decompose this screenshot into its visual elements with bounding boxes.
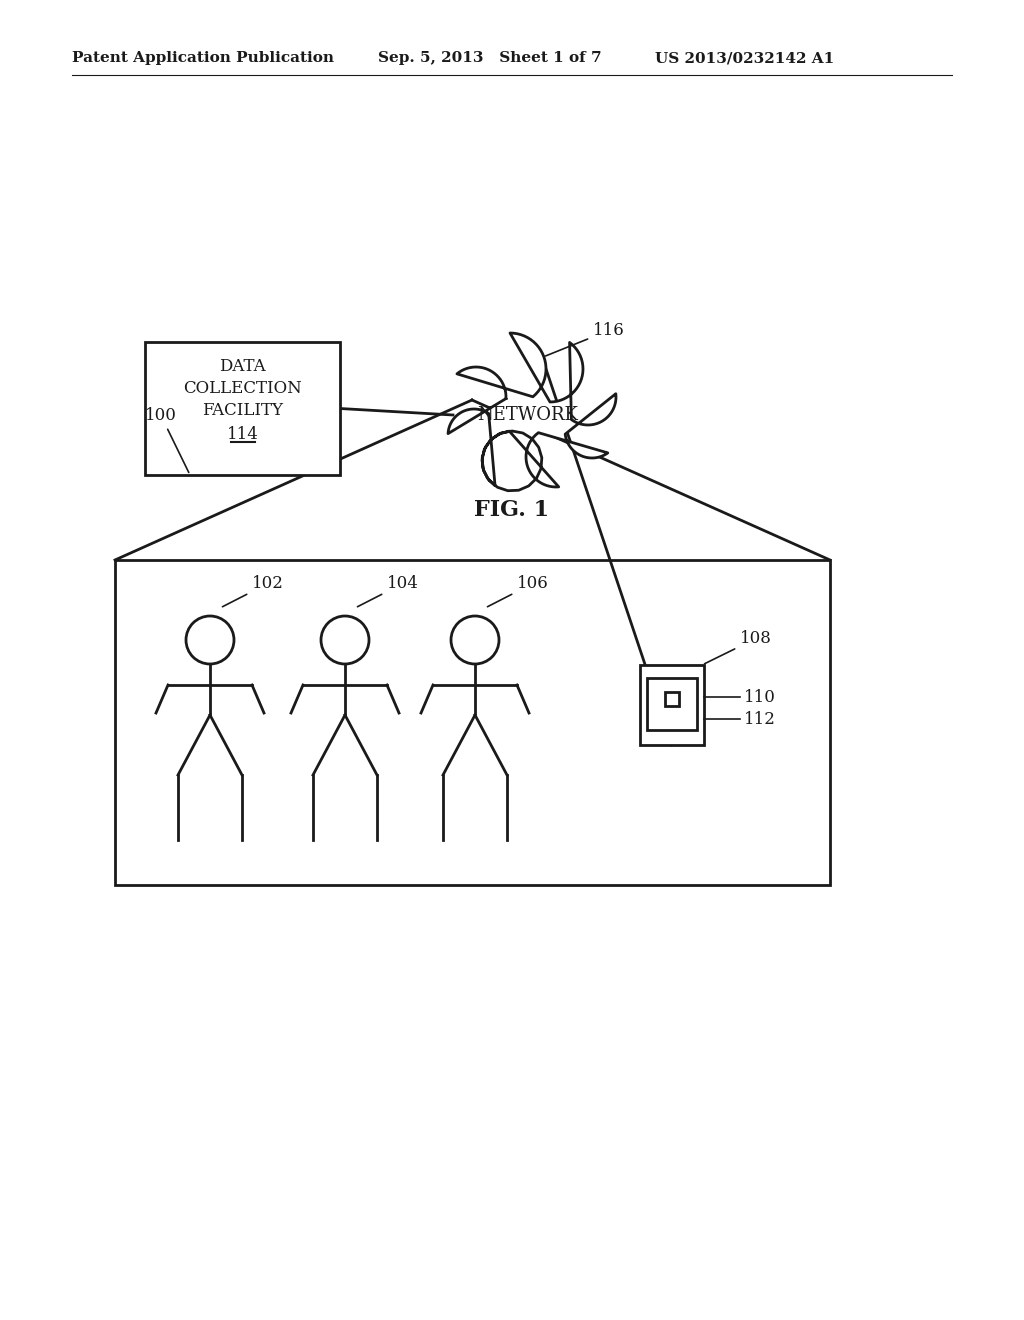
Text: US 2013/0232142 A1: US 2013/0232142 A1	[655, 51, 835, 65]
Text: 102: 102	[222, 576, 284, 607]
Text: 106: 106	[487, 576, 549, 607]
Text: 116: 116	[546, 322, 625, 356]
Text: FIG. 1: FIG. 1	[474, 499, 550, 521]
Polygon shape	[449, 333, 616, 491]
Text: Sep. 5, 2013   Sheet 1 of 7: Sep. 5, 2013 Sheet 1 of 7	[378, 51, 602, 65]
Text: COLLECTION: COLLECTION	[183, 380, 302, 397]
Text: 100: 100	[145, 407, 188, 473]
Text: Patent Application Publication: Patent Application Publication	[72, 51, 334, 65]
Text: 112: 112	[744, 710, 776, 727]
Bar	[640, 665, 705, 744]
Text: FACILITY: FACILITY	[202, 403, 283, 418]
Text: NETWORK: NETWORK	[477, 407, 579, 424]
Text: 114: 114	[226, 426, 258, 444]
Bar	[665, 692, 679, 706]
Text: DATA: DATA	[219, 358, 266, 375]
Bar	[647, 678, 697, 730]
Bar	[115, 560, 830, 884]
Text: 108: 108	[705, 630, 772, 664]
Text: 104: 104	[357, 576, 419, 607]
Bar	[145, 342, 340, 475]
Text: 110: 110	[744, 689, 776, 705]
